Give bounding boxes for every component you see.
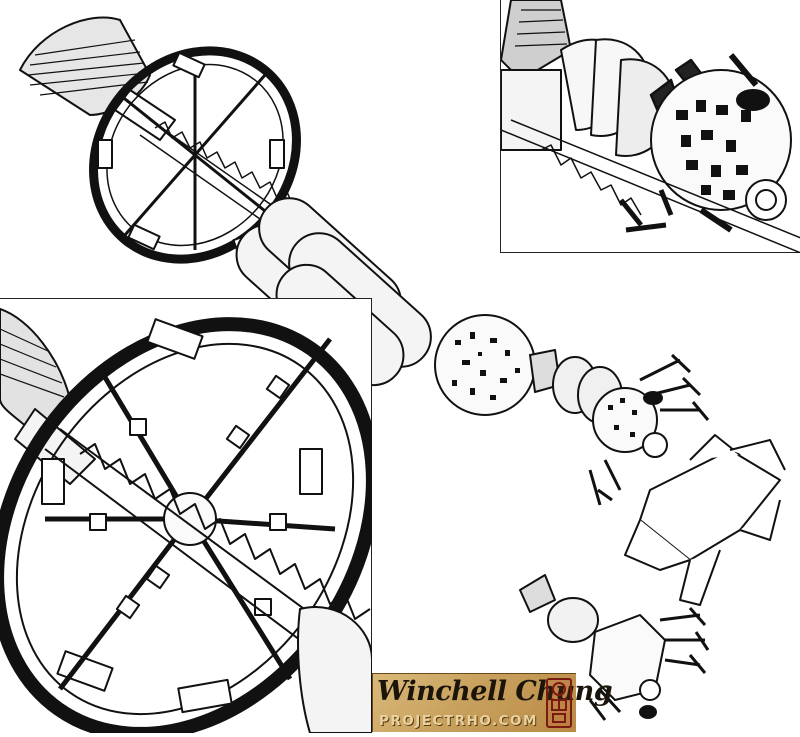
closeup-engines-drawing (500, 0, 800, 254)
signature-name: Winchell Chung (377, 676, 613, 707)
artist-signature-logo: Winchell Chung PROJECTRHO.COM (372, 673, 613, 732)
closeup-inset-habitat-ring (0, 298, 380, 737)
signature-website: PROJECTRHO.COM (379, 713, 538, 729)
closeup-ring-drawing (0, 308, 380, 737)
closeup-inset-engines (500, 0, 800, 254)
seal-icon (546, 678, 572, 728)
